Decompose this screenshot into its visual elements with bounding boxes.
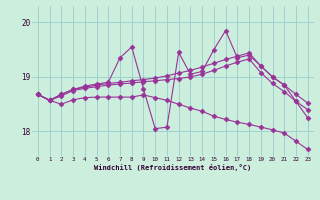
X-axis label: Windchill (Refroidissement éolien,°C): Windchill (Refroidissement éolien,°C) xyxy=(94,164,252,171)
